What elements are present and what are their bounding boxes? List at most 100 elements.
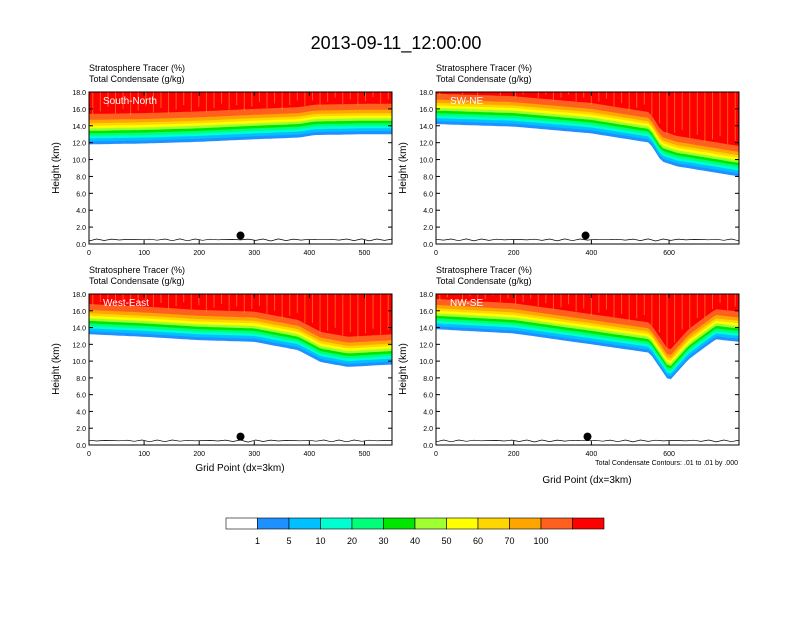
y-tick-label: 16.0 [419,107,433,114]
y-tick-label: 12.0 [72,342,86,349]
colorbar: 1 5 10 20 30 40 50 60 70 100 [225,517,605,546]
colorbar-label: 100 [533,536,548,546]
colorbar-swatch [477,517,510,530]
y-tick-label: 6.0 [76,191,86,198]
plot-frame [88,91,393,245]
y-tick-label: 6.0 [76,393,86,400]
location-marker [236,432,245,441]
colorbar-swatch [225,517,258,530]
colorbar-swatch [383,517,416,530]
x-tick-label: 0 [434,451,438,458]
y-tick-label: 8.0 [76,376,86,383]
location-marker [581,231,590,240]
colorbar-swatch [257,517,290,530]
y-axis-label: Height (km) [398,343,409,395]
x-tick-label: 0 [87,451,91,458]
x-tick-label: 200 [193,451,205,458]
y-tick-label: 2.0 [76,426,86,433]
x-tick-label: 400 [304,451,316,458]
tracer-band-11 [436,92,739,146]
y-tick-label: 2.0 [76,225,86,232]
y-tick-label: 8.0 [423,376,433,383]
colorbar-swatch [509,517,542,530]
x-axis-label: Grid Point (dx=3km) [195,463,284,474]
panel-west-east: Stratosphere Tracer (%) Total Condensate… [51,265,393,474]
colorbar-label: 5 [286,536,291,546]
x-tick-label: 400 [586,451,598,458]
contour-note: Total Condensate Contours: .01 to .01 by… [595,460,738,467]
y-tick-label: 18.0 [72,90,86,97]
x-tick-label: 500 [359,250,371,257]
x-tick-label: 600 [663,250,675,257]
y-tick-label: 10.0 [419,359,433,366]
panel-label: NW-SE [450,298,483,309]
x-tick-label: 200 [508,250,520,257]
y-tick-label: 10.0 [419,158,433,165]
x-tick-label: 0 [87,250,91,257]
location-marker [583,432,592,441]
y-tick-label: 4.0 [423,409,433,416]
x-tick-label: 200 [193,250,205,257]
panel-header-line1: Stratosphere Tracer (%) [89,265,185,275]
y-tick-label: 8.0 [76,174,86,181]
y-tick-label: 2.0 [423,426,433,433]
y-tick-label: 14.0 [419,326,433,333]
plot-area [436,294,739,445]
y-tick-label: 0.0 [423,242,433,249]
panel-header-line1: Stratosphere Tracer (%) [436,63,532,73]
colorbar-swatch [351,517,384,530]
plot-area [89,92,392,244]
y-tick-label: 4.0 [76,208,86,215]
y-tick-label: 16.0 [419,309,433,316]
x-tick-label: 300 [248,250,260,257]
panel-header-line2: Total Condensate (g/kg) [436,276,532,286]
y-tick-label: 14.0 [72,124,86,131]
y-tick-label: 6.0 [423,191,433,198]
panel-header-line2: Total Condensate (g/kg) [89,276,185,286]
colorbar-swatch [572,517,605,530]
x-tick-label: 0 [434,250,438,257]
y-tick-label: 14.0 [72,326,86,333]
tracer-band-11 [436,294,739,350]
colorbar-label: 10 [315,536,325,546]
plot-frame [435,91,740,245]
tracer-band-11 [89,294,392,337]
plot-frame [88,293,393,446]
panel-sw-ne: Stratosphere Tracer (%) Total Condensate… [398,63,740,257]
y-tick-label: 0.0 [76,443,86,450]
x-tick-label: 600 [663,451,675,458]
panel-label: West-East [103,298,149,309]
y-axis-label: Height (km) [51,343,62,395]
y-tick-label: 12.0 [419,141,433,148]
condensate-contour [436,238,739,242]
colorbar-swatch [414,517,447,530]
y-tick-label: 6.0 [423,393,433,400]
y-tick-label: 14.0 [419,124,433,131]
x-axis-label: Grid Point (dx=3km) [542,475,631,486]
x-tick-label: 500 [359,451,371,458]
x-tick-label: 400 [304,250,316,257]
y-axis-label: Height (km) [398,142,409,194]
y-tick-label: 2.0 [423,225,433,232]
colorbar-label: 40 [410,536,420,546]
y-tick-label: 4.0 [423,208,433,215]
location-marker [236,231,245,240]
colorbar-label: 60 [473,536,483,546]
colorbar-label: 20 [347,536,357,546]
panel-nw-se: Stratosphere Tracer (%) Total Condensate… [398,265,740,486]
panel-header-line1: Stratosphere Tracer (%) [436,265,532,275]
x-tick-label: 300 [248,451,260,458]
colorbar-label: 70 [504,536,514,546]
panel-label: South-North [103,96,157,107]
colorbar-label: 30 [378,536,388,546]
colorbar-swatch [320,517,353,530]
y-tick-label: 4.0 [76,409,86,416]
panel-header-line1: Stratosphere Tracer (%) [89,63,185,73]
colorbar-label: 1 [255,536,260,546]
y-axis-label: Height (km) [51,142,62,194]
y-tick-label: 16.0 [72,309,86,316]
plot-area [436,92,739,244]
panel-header-line2: Total Condensate (g/kg) [89,74,185,84]
